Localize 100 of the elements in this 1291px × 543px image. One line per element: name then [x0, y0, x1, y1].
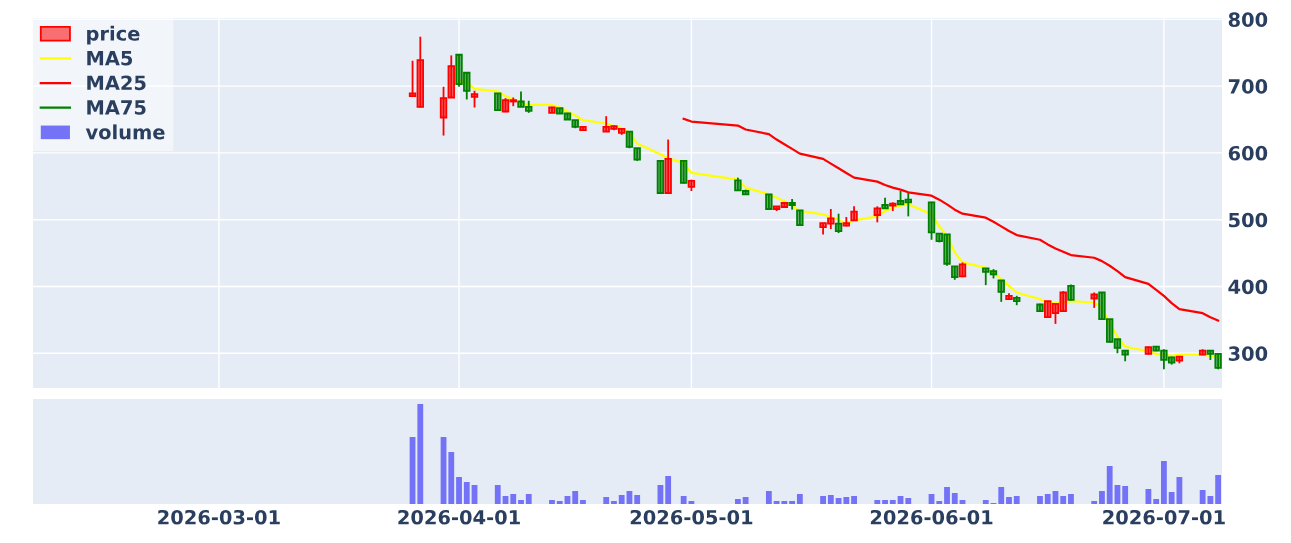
bar	[765, 491, 772, 504]
candlestick	[556, 107, 564, 115]
candlestick	[1160, 348, 1168, 371]
bar	[998, 487, 1005, 504]
candlestick	[509, 96, 517, 108]
legend-label: MA25	[87, 75, 146, 91]
bar	[1044, 494, 1051, 504]
candlestick	[656, 160, 665, 195]
candlestick	[1167, 355, 1176, 366]
bar	[1068, 494, 1074, 504]
bar	[796, 494, 803, 504]
candlestick	[765, 193, 773, 211]
y-tick-label: 300	[1228, 346, 1268, 361]
candlestick	[997, 279, 1005, 303]
bar	[1099, 491, 1105, 504]
candlestick	[602, 115, 610, 133]
legend-label: MA75	[87, 100, 146, 115]
candlestick	[927, 200, 936, 241]
candlestick	[943, 233, 951, 267]
y-tick-label: 400	[1228, 279, 1268, 295]
x-tick-label: 2026-05-01	[630, 509, 753, 525]
bar	[905, 498, 912, 504]
bar	[734, 499, 741, 504]
candlestick	[579, 125, 587, 132]
bar	[417, 404, 424, 504]
candlestick	[780, 201, 789, 208]
candlestick	[664, 138, 672, 194]
candlestick	[1036, 302, 1044, 313]
bar	[572, 491, 579, 504]
candlestick	[1098, 291, 1106, 321]
candlestick	[1206, 349, 1215, 361]
bar	[889, 500, 896, 504]
bar	[882, 500, 888, 504]
x-tick-label: 2026-06-01	[870, 509, 993, 525]
bar	[1106, 466, 1113, 504]
candlestick	[741, 188, 750, 196]
candlestick	[1214, 353, 1222, 371]
candlestick	[548, 105, 556, 114]
candlestick	[617, 127, 626, 136]
y-tick-label: 500	[1229, 212, 1268, 228]
candlestick	[889, 201, 897, 212]
bar	[494, 485, 501, 504]
x-tick-label: 2026-03-01	[158, 509, 280, 525]
candlestick	[772, 205, 781, 212]
bar	[525, 494, 532, 504]
candlestick	[1059, 290, 1067, 313]
candlestick	[788, 198, 796, 211]
candlestick	[525, 99, 533, 114]
bar	[820, 496, 826, 504]
candlestick	[455, 53, 463, 88]
bar	[851, 496, 857, 504]
candlestick	[951, 265, 959, 281]
bar	[827, 495, 834, 504]
bar	[843, 497, 850, 504]
bar	[1153, 499, 1160, 504]
bar	[549, 500, 555, 504]
candlestick	[842, 216, 851, 228]
candlestick	[1067, 283, 1075, 302]
candlestick	[1005, 292, 1013, 301]
bar	[1060, 496, 1067, 504]
bar	[510, 494, 517, 504]
line-series	[682, 117, 1220, 322]
candlestick	[494, 92, 502, 112]
bar	[580, 500, 586, 504]
bar	[618, 495, 625, 504]
candlestick	[416, 35, 424, 109]
candlestick	[447, 54, 455, 99]
candlestick	[1013, 294, 1021, 307]
bar	[556, 501, 563, 504]
bar	[874, 500, 881, 504]
candlestick	[517, 90, 525, 108]
bar	[1161, 461, 1167, 504]
candlestick	[881, 196, 889, 210]
legend-label: MA5	[87, 51, 133, 66]
candlestick	[834, 212, 843, 234]
bar	[448, 452, 455, 504]
candlestick	[1121, 349, 1129, 363]
candlestick	[982, 267, 990, 287]
candlestick	[796, 209, 804, 227]
candlestick	[1051, 302, 1060, 325]
bar	[611, 501, 617, 504]
bar	[936, 501, 943, 504]
y-tick-label: 800	[1228, 12, 1268, 27]
bar	[665, 476, 672, 504]
candlestick	[571, 119, 579, 130]
candlestick	[935, 232, 943, 244]
bar	[603, 497, 610, 504]
candlestick	[904, 192, 912, 218]
bar	[634, 495, 641, 504]
y-tick-label: 700	[1228, 79, 1268, 94]
bar	[742, 497, 749, 504]
x-tick-label: 2026-04-01	[398, 509, 520, 525]
candlestick	[734, 176, 742, 192]
bar	[951, 493, 958, 504]
bar	[456, 477, 462, 504]
candlestick	[1175, 355, 1184, 365]
candlestick	[679, 160, 688, 185]
bar	[1091, 501, 1098, 504]
candlestick	[633, 147, 641, 162]
bar	[1122, 486, 1129, 504]
